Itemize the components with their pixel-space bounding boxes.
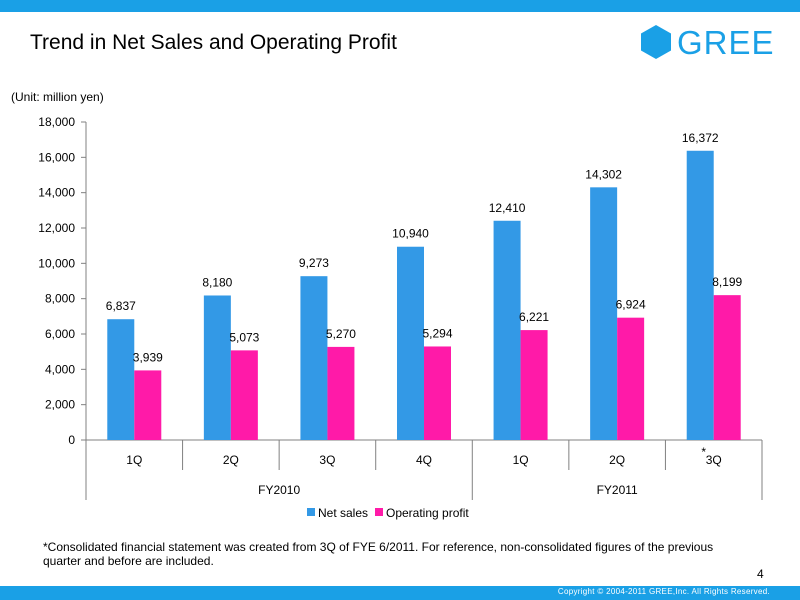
- footnote-marker: *: [701, 445, 706, 459]
- operating-profit-bar: [424, 346, 451, 440]
- x-group-label: FY2011: [597, 483, 638, 497]
- operating-profit-data-label: 8,199: [712, 275, 742, 289]
- y-tick-label: 14,000: [38, 186, 75, 200]
- net-sales-bar: [590, 187, 618, 440]
- y-tick-label: 18,000: [38, 115, 75, 129]
- operating-profit-data-label: 5,073: [229, 330, 259, 344]
- net-sales-bar: [203, 295, 231, 440]
- net-sales-bar: [493, 220, 521, 440]
- operating-profit-bar: [134, 370, 162, 440]
- operating-profit-bar: [520, 330, 548, 440]
- bar-chart: 0 2,000 4,000 6,000 8,000 10,000 12,000 14,000 1…: [38, 115, 763, 520]
- page-number: 4: [757, 567, 764, 581]
- operating-profit-data-label: 5,270: [326, 327, 356, 341]
- operating-profit-bar: [713, 295, 741, 440]
- x-category-label: 4Q: [416, 453, 432, 467]
- copyright-text: Copyright © 2004-2011 GREE,Inc. All Righ…: [557, 587, 770, 596]
- x-group-label: FY2010: [258, 483, 300, 497]
- net-sales-data-label: 16,372: [682, 131, 719, 145]
- top-accent-bar: [0, 0, 800, 12]
- net-sales-data-label: 14,302: [585, 167, 622, 181]
- net-sales-bar: [107, 319, 135, 440]
- unit-label: (Unit: million yen): [11, 90, 104, 104]
- x-category-label: 2Q: [609, 453, 625, 467]
- net-sales-data-label: 6,837: [106, 299, 136, 313]
- operating-profit-data-label: 3,939: [133, 350, 163, 364]
- bottom-accent-bar: Copyright © 2004-2011 GREE,Inc. All Righ…: [0, 586, 800, 600]
- x-category-label: 3Q: [706, 453, 722, 467]
- net-sales-data-label: 8,180: [202, 275, 232, 289]
- operating-profit-data-label: 6,221: [519, 310, 549, 324]
- x-category-label: 1Q: [513, 453, 529, 467]
- operating-profit-data-label: 5,294: [422, 326, 452, 340]
- logo-text: GREE: [677, 24, 775, 61]
- net-sales-data-label: 10,940: [392, 227, 429, 241]
- legend-label: Operating profit: [386, 506, 469, 520]
- x-category-label: 2Q: [223, 453, 239, 467]
- net-sales-data-label: 9,273: [299, 256, 329, 270]
- net-sales-bar: [397, 246, 424, 440]
- operating-profit-bar: [327, 346, 355, 440]
- net-sales-bar: [686, 150, 714, 440]
- page-title: Trend in Net Sales and Operating Profit: [30, 31, 397, 54]
- legend-swatch: [307, 508, 315, 516]
- operating-profit-bar: [617, 317, 645, 440]
- y-tick-label: 6,000: [45, 327, 75, 341]
- y-tick-label: 12,000: [38, 221, 75, 235]
- y-tick-label: 0: [68, 433, 75, 447]
- x-category-label: 1Q: [126, 453, 142, 467]
- gree-logo: GREE: [641, 24, 776, 62]
- y-tick-label: 4,000: [45, 362, 75, 376]
- operating-profit-bar: [230, 350, 258, 440]
- legend-label: Net sales: [318, 506, 368, 520]
- net-sales-data-label: 12,410: [489, 201, 526, 215]
- x-category-label: 3Q: [319, 453, 335, 467]
- footnote: *Consolidated financial statement was cr…: [43, 540, 714, 568]
- y-tick-label: 10,000: [38, 256, 75, 270]
- y-tick-label: 16,000: [38, 150, 75, 164]
- y-tick-label: 2,000: [45, 398, 75, 412]
- gree-hexagon-icon: [641, 25, 671, 59]
- y-tick-label: 8,000: [45, 292, 75, 306]
- operating-profit-data-label: 6,924: [616, 298, 646, 312]
- legend-swatch: [375, 508, 383, 516]
- net-sales-bar: [300, 276, 328, 440]
